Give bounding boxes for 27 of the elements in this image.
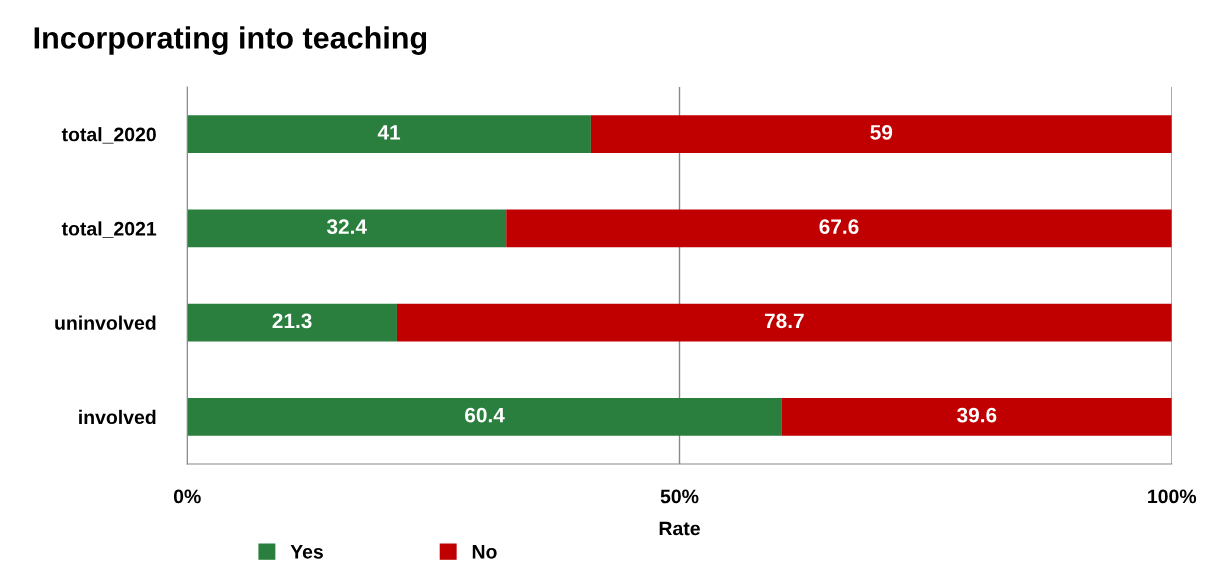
- bar: [187, 303, 397, 342]
- data-label: 21.3: [272, 313, 312, 329]
- y-tick-label: uninvolved: [55, 315, 156, 330]
- legend-label: No: [472, 545, 497, 559]
- x-tick-label: 100%: [1148, 489, 1197, 504]
- x-tick-label: 0%: [173, 489, 201, 504]
- bar: [396, 303, 1172, 342]
- x-axis-title: Rate: [659, 521, 700, 536]
- bar: [187, 115, 591, 153]
- chart-title: Incorporating into teaching: [34, 26, 427, 55]
- data-label: 39.6: [957, 407, 997, 423]
- y-tick-label: total_2020: [61, 127, 156, 144]
- x-tick-label: 50%: [660, 489, 699, 504]
- data-label: 59: [870, 124, 893, 140]
- bar: [187, 398, 782, 436]
- y-tick-label: involved: [79, 409, 156, 425]
- bar: [590, 115, 1172, 153]
- data-label: 78.7: [764, 313, 804, 329]
- bar: [187, 209, 507, 248]
- y-tick-label: total_2021: [61, 221, 157, 238]
- data-label: 67.6: [819, 219, 859, 234]
- data-label: 41: [377, 125, 401, 140]
- data-label: 60.4: [465, 407, 505, 423]
- bar: [506, 209, 1172, 248]
- data-label: 32.4: [326, 219, 367, 234]
- legend-label: Yes: [290, 545, 323, 559]
- bar: [781, 398, 1172, 436]
